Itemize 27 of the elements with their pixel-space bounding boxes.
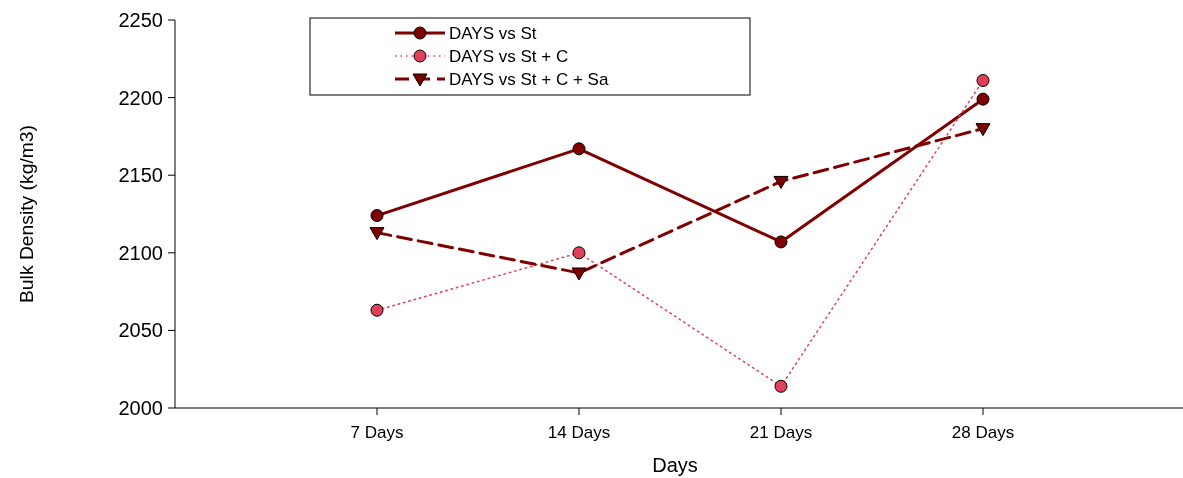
point	[572, 246, 586, 260]
legend-label: DAYS vs St + C	[449, 46, 569, 66]
point	[369, 227, 385, 241]
point	[572, 142, 586, 156]
y-tick-label: 2100	[118, 241, 163, 264]
y-tick-label: 2150	[118, 164, 163, 187]
x-axis-title: Days	[652, 454, 698, 476]
point	[773, 175, 789, 189]
legend-label: DAYS vs St + C + Sa	[449, 69, 609, 89]
x-tick-label: 7 Days	[350, 423, 404, 442]
point	[370, 303, 384, 317]
x-tick-label: 14 Days	[547, 423, 611, 442]
y-tick-label: 2200	[118, 86, 163, 109]
legend-label: DAYS vs St	[449, 23, 537, 43]
point	[976, 74, 990, 88]
x-tick-label: 28 Days	[951, 423, 1015, 442]
point	[571, 267, 587, 281]
point	[975, 123, 991, 137]
y-tick-label: 2000	[118, 397, 163, 419]
y-axis-title: Bulk Density (kg/m3)	[16, 125, 37, 303]
y-tick-label: 2050	[118, 319, 163, 342]
point	[774, 235, 788, 249]
y-tick-label: 2250	[118, 9, 163, 31]
x-tick-label: 21 Days	[749, 423, 813, 442]
point	[774, 379, 788, 393]
point	[976, 92, 990, 106]
point	[370, 209, 384, 223]
